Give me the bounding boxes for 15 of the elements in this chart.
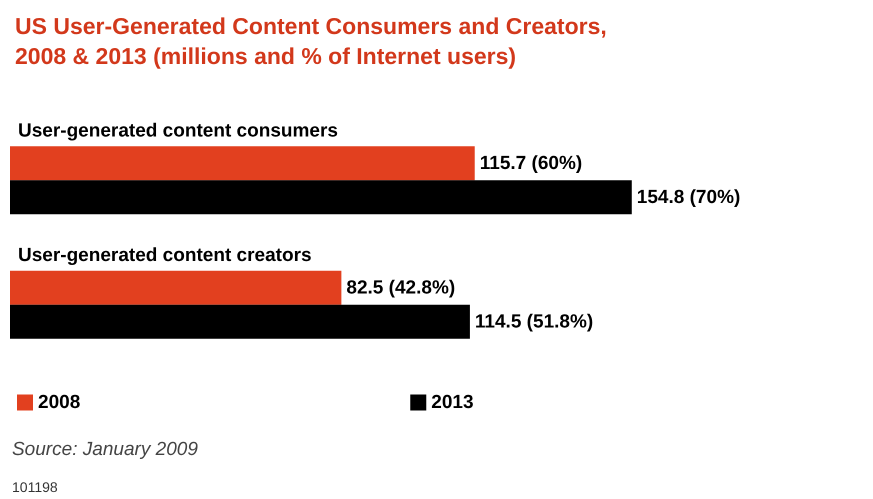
legend-label: 2013	[431, 392, 474, 413]
bar	[10, 180, 632, 214]
bar	[10, 304, 470, 339]
y-tick-label: User-generated content creators	[18, 244, 312, 266]
legend-label: 2008	[38, 392, 80, 413]
text: 101198	[12, 479, 58, 495]
chart-title: US User-Generated Content Consumers and Creators, 2008 & 2013 (millions and % of Internet users)	[15, 13, 607, 69]
data-label: 82.5 (42.8%)	[346, 277, 456, 298]
y-tick-label: User-generated content consumers	[18, 120, 338, 142]
data-label: 114.5 (51.8%)	[474, 311, 594, 332]
bar	[10, 270, 342, 305]
bar	[10, 146, 475, 180]
data-label: 115.7 (60%)	[480, 152, 582, 174]
data-label: 154.8 (70%)	[636, 186, 740, 208]
source-note: Source: January 2009	[12, 439, 198, 460]
